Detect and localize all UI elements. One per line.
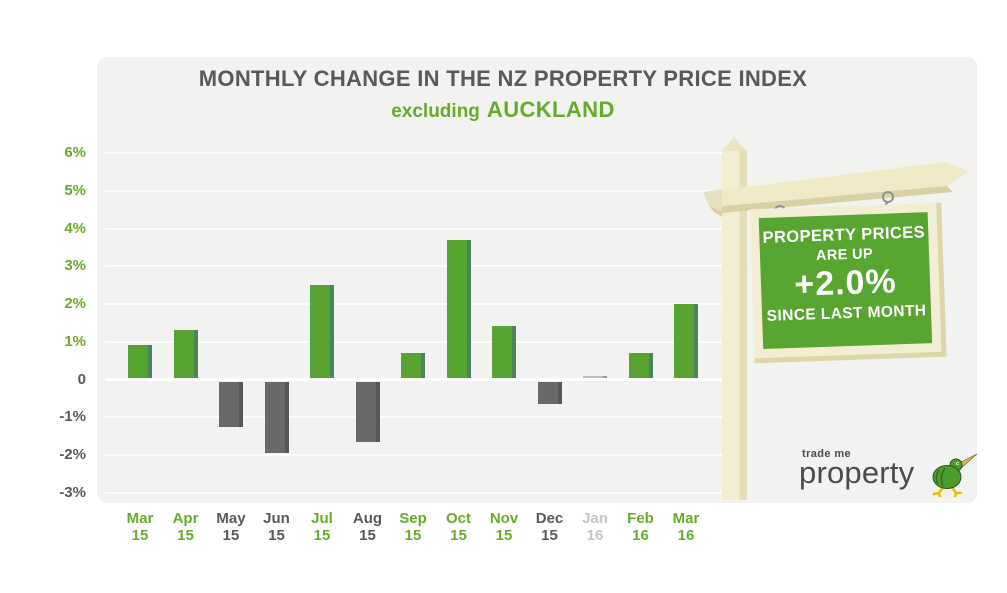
- gridline: [105, 190, 722, 192]
- y-axis-label: 0: [77, 370, 86, 388]
- y-axis-label: 1%: [64, 332, 86, 350]
- chart-bar-Oct-15: [446, 239, 471, 379]
- gridline: [105, 491, 722, 494]
- sign-value: +2.0%: [793, 262, 898, 304]
- subtitle-highlight: AUCKLAND: [486, 97, 615, 122]
- chart-bar-Jul-15: [310, 284, 334, 379]
- x-axis-label-Mar-16: Mar 16: [672, 510, 700, 544]
- x-axis-label-Jan-16: Jan 16: [582, 510, 608, 544]
- x-axis-label-Aug-15: Aug 15: [352, 510, 383, 544]
- y-axis-label: 4%: [64, 219, 86, 237]
- y-axis-label: 6%: [64, 144, 86, 162]
- signpost-pole-cap: [722, 137, 746, 151]
- x-axis-label-Oct-15: Oct 15: [445, 510, 471, 544]
- x-axis-label-Jul-15: Jul 15: [311, 510, 333, 544]
- y-axis-label: -1%: [59, 408, 86, 426]
- sign-board-face: PROPERTY PRICES ARE UP +2.0% SINCE LAST …: [758, 212, 933, 349]
- x-axis-label-Nov-15: Nov 15: [489, 510, 519, 544]
- gridline: [105, 416, 722, 419]
- x-axis-label-Mar-15: Mar 15: [126, 510, 154, 544]
- chart-bar-Dec-15: [537, 381, 562, 405]
- sign-board: PROPERTY PRICES ARE UP +2.0% SINCE LAST …: [749, 202, 947, 364]
- chart-bar-Feb-16: [628, 352, 653, 379]
- chart-bar-Apr-15: [173, 329, 198, 379]
- y-axis-label: 3%: [64, 257, 86, 275]
- chart-bar-Jan-16: [583, 376, 607, 379]
- y-axis-label: 2%: [64, 295, 86, 313]
- sign-line-3: SINCE LAST MONTH: [766, 302, 927, 325]
- x-axis-label-Jun-15: Jun 15: [263, 510, 290, 544]
- chart-header: MONTHLY CHANGE IN THE NZ PROPERTY PRICE …: [97, 66, 909, 123]
- chart-title: MONTHLY CHANGE IN THE NZ PROPERTY PRICE …: [198, 66, 808, 91]
- gridline: [105, 265, 722, 268]
- gridline: [105, 340, 722, 343]
- y-axis-label: -3%: [59, 483, 86, 501]
- logo-property-text: property: [799, 455, 915, 490]
- x-axis-label-Apr-15: Apr 15: [172, 510, 199, 544]
- chart-bar-Sep-15: [401, 352, 425, 379]
- x-axis-label-Feb-16: Feb 16: [627, 510, 654, 544]
- gridline: [105, 152, 722, 155]
- x-axis-label-Sep-15: Sep 15: [399, 510, 427, 544]
- y-axis-label: -2%: [59, 445, 86, 463]
- gridline: [105, 453, 722, 456]
- subtitle-prefix: excluding: [391, 101, 480, 122]
- chart-bar-Mar-16: [674, 303, 698, 379]
- logo-trade-me-text: trade me: [802, 448, 852, 460]
- kiwi-icon: [932, 453, 978, 497]
- gridline: [105, 227, 722, 230]
- trade-me-property-logo: trade me property: [795, 446, 980, 498]
- gridline: [105, 378, 722, 381]
- chart-bar-May-15: [219, 381, 243, 427]
- x-axis-label-May-15: May 15: [216, 510, 246, 544]
- x-axis-label-Dec-15: Dec 15: [535, 510, 564, 544]
- gridline: [105, 303, 722, 306]
- chart-bar-Aug-15: [355, 381, 380, 442]
- chart-bar-Nov-15: [492, 326, 516, 379]
- chart-subtitle: excluding AUCKLAND: [97, 97, 909, 123]
- chart-bar-Jun-15: [264, 381, 289, 454]
- chart-bar-Mar-15: [128, 345, 152, 379]
- y-axis-label: 5%: [64, 182, 86, 199]
